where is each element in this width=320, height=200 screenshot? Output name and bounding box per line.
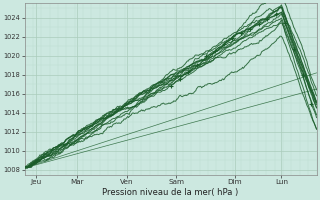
X-axis label: Pression niveau de la mer( hPa ): Pression niveau de la mer( hPa ) bbox=[102, 188, 239, 197]
